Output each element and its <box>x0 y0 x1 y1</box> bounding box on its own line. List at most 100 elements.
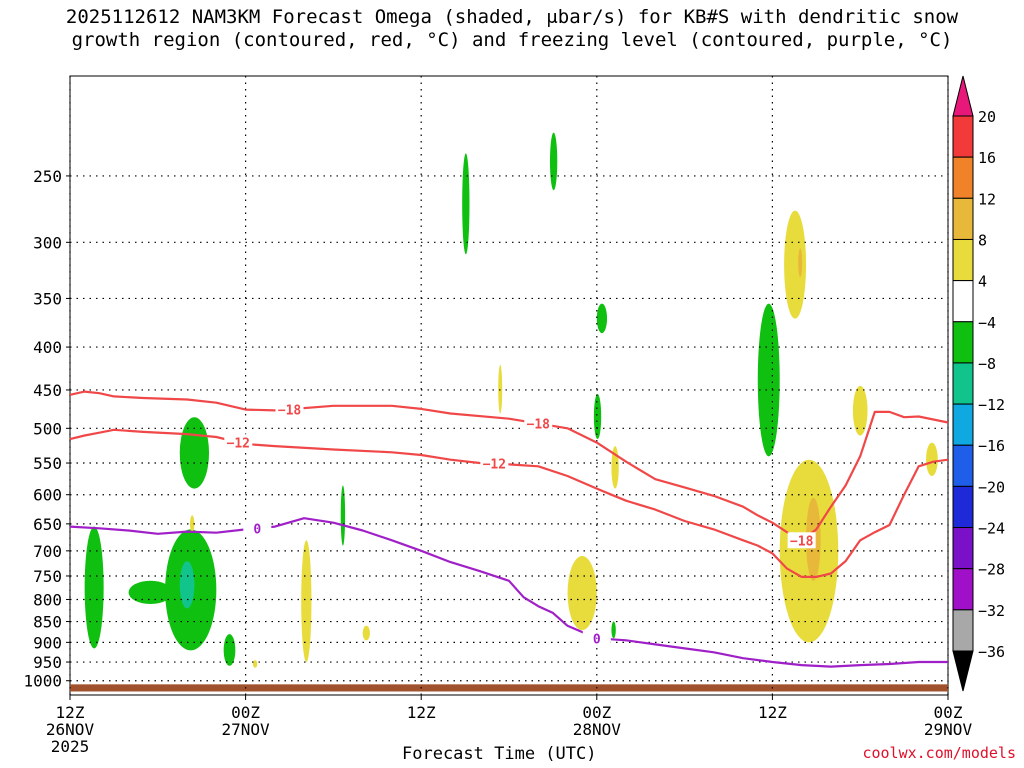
omega-shaded-region <box>926 442 938 477</box>
colorbar-top-arrow <box>952 75 974 117</box>
contour-label-bg <box>224 434 253 451</box>
omega-shaded-region <box>611 621 616 639</box>
x-tick-label: 00Z <box>582 703 611 722</box>
omega-shaded-region <box>128 580 173 604</box>
contour-label-bg <box>275 401 304 418</box>
colorbar-label: −24 <box>978 520 1005 538</box>
omega-shaded-region <box>852 385 868 436</box>
colorbar-label: −28 <box>978 561 1005 579</box>
x-tick-label: 00Z <box>934 703 963 722</box>
y-tick-label: 500 <box>33 419 62 438</box>
colorbar-label: 4 <box>978 273 987 291</box>
colorbar-swatch <box>952 238 974 282</box>
x-tick-date-label: 28NOV <box>573 720 622 739</box>
credit-text: coolwx.com/models <box>862 744 1016 762</box>
x-tick-date-label: 26NOV <box>46 720 95 739</box>
colorbar-label: −16 <box>978 437 1005 455</box>
y-tick-label: 600 <box>33 486 62 505</box>
colorbar-label: 8 <box>978 231 987 249</box>
x-tick-label: 12Z <box>758 703 787 722</box>
contour-label: −18 <box>527 418 551 433</box>
y-tick-label: 700 <box>33 542 62 561</box>
omega-shaded-region <box>498 364 503 414</box>
colorbar-label: 20 <box>978 108 996 126</box>
omega-shaded-region <box>596 303 608 334</box>
chart-title-line-1: 2025112612 NAM3KM Forecast Omega (shaded… <box>65 6 959 28</box>
y-tick-label: 850 <box>33 613 62 632</box>
contour-line <box>69 428 949 578</box>
colorbar-swatch <box>952 527 974 570</box>
colorbar-swatch <box>952 362 974 405</box>
omega-shaded-region <box>362 625 370 641</box>
y-tick-label: 750 <box>33 567 62 586</box>
contour-label: 0 <box>253 522 261 537</box>
omega-shaded-region <box>462 153 470 255</box>
colorbar-label: −36 <box>978 643 1005 661</box>
omega-shaded-region <box>179 561 195 609</box>
omega-shaded-region <box>567 556 597 631</box>
x-tick-label: 00Z <box>231 703 260 722</box>
colorbar-label: −32 <box>978 602 1005 620</box>
colorbar-swatch <box>952 568 974 611</box>
y-tick-label: 650 <box>33 515 62 534</box>
colorbar-swatch <box>952 403 974 446</box>
omega-shaded-region <box>223 634 236 666</box>
ground-surface <box>70 684 948 692</box>
y-tick-label: 250 <box>33 167 62 186</box>
y-tick-label: 300 <box>33 233 62 252</box>
contour-line <box>69 390 949 542</box>
omega-shaded-region <box>798 248 803 278</box>
colorbar-swatch <box>952 609 974 652</box>
x-tick-date-label: 29NOV <box>924 720 973 739</box>
colorbar-swatch <box>952 280 974 323</box>
colorbar-label: 12 <box>978 190 996 208</box>
contour-label-bg <box>480 455 509 472</box>
x-axis-title: Forecast Time (UTC) <box>402 744 597 764</box>
omega-shaded-region <box>340 485 346 546</box>
contour-label: 0 <box>593 632 601 647</box>
contour-label: −12 <box>483 458 506 473</box>
omega-shaded-region <box>189 515 195 533</box>
y-tick-label: 900 <box>33 633 62 652</box>
x-tick-date-label: 27NOV <box>222 720 271 739</box>
colorbar-label: −12 <box>978 396 1005 414</box>
colorbar-swatch <box>952 321 974 364</box>
omega-shaded-region <box>84 526 104 649</box>
colorbar-swatch <box>952 197 974 240</box>
contour-label-bg <box>582 630 611 647</box>
contour-label-bg <box>524 415 553 432</box>
colorbar-swatch <box>952 444 974 487</box>
colorbar-label: −20 <box>978 478 1005 496</box>
colorbar-swatch <box>952 156 974 199</box>
x-tick-year-label: 2025 <box>51 737 90 756</box>
contour-label: −18 <box>790 534 814 549</box>
contour-label: −12 <box>227 436 250 451</box>
colorbar-label: −8 <box>978 355 996 373</box>
y-tick-label: 950 <box>33 653 62 672</box>
chart-title-line-2: growth region (contoured, red, °C) and f… <box>71 29 953 51</box>
colorbar-bottom-arrow <box>952 650 974 692</box>
omega-shaded-region <box>301 540 312 663</box>
contour-line <box>69 517 948 668</box>
x-tick-label: 12Z <box>56 703 85 722</box>
omega-shaded-region <box>757 303 780 457</box>
omega-shaded-region <box>549 132 558 191</box>
contour-label-bg <box>787 532 816 549</box>
colorbar-swatch <box>952 115 974 158</box>
contour-label-bg <box>243 520 272 537</box>
y-tick-label: 400 <box>33 338 62 357</box>
contour-label: −18 <box>278 403 302 418</box>
y-tick-label: 550 <box>33 454 62 473</box>
x-tick-label: 12Z <box>407 703 436 722</box>
colorbar-label: −4 <box>978 314 996 332</box>
y-tick-label: 800 <box>33 590 62 609</box>
y-tick-label: 1000 <box>23 672 62 691</box>
omega-shaded-region <box>593 393 602 440</box>
y-tick-label: 450 <box>33 381 62 400</box>
omega-shaded-region <box>784 210 807 319</box>
y-tick-label: 350 <box>33 289 62 308</box>
colorbar-swatch <box>952 485 974 529</box>
omega-shaded-region <box>252 660 258 668</box>
colorbar-label: 16 <box>978 149 996 167</box>
